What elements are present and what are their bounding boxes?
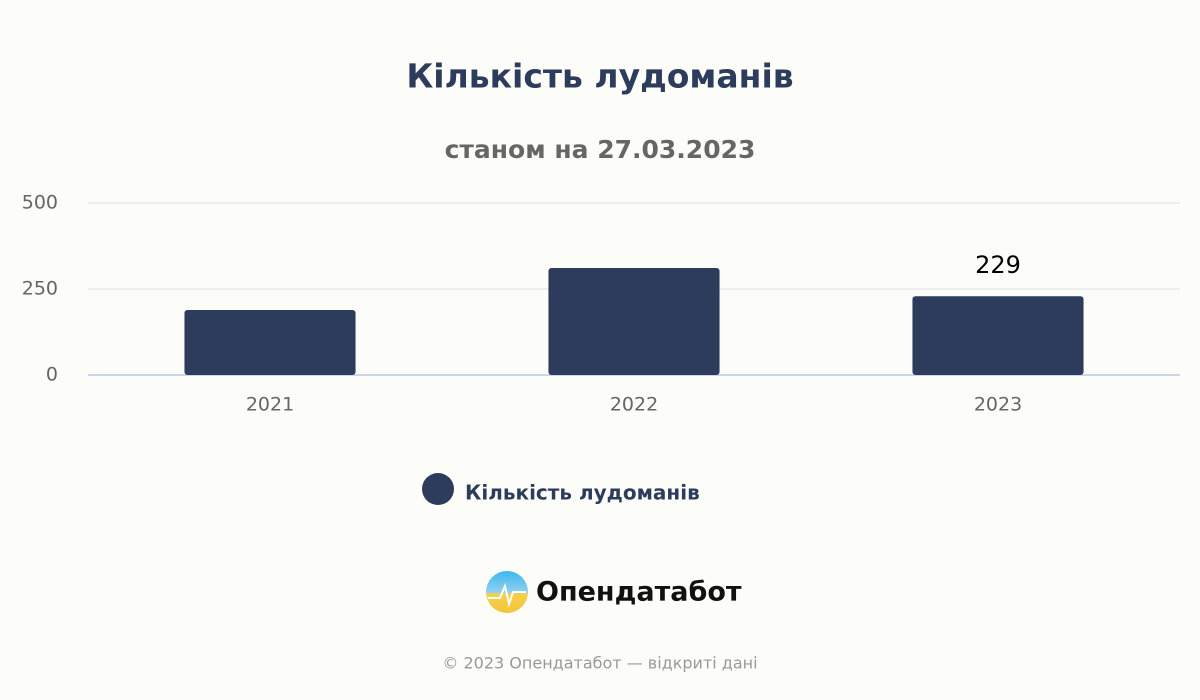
data-label: 229	[975, 251, 1021, 279]
bar	[548, 268, 720, 375]
logo-pulse	[488, 582, 526, 608]
chart-subtitle: станом на 27.03.2023	[445, 135, 756, 164]
x-tick-label: 2023	[974, 394, 1022, 416]
y-tick-label: 0	[46, 364, 58, 386]
bar	[912, 296, 1084, 375]
chart-title: Кількість лудоманів	[406, 57, 793, 96]
legend-marker	[422, 473, 454, 505]
y-tick-label: 250	[22, 278, 58, 300]
logo-text: Опендатабот	[536, 577, 742, 608]
legend-label: Кількість лудоманів	[465, 481, 700, 505]
x-tick-label: 2022	[610, 394, 658, 416]
footer: © 2023 Опендатабот — відкриті дані	[442, 654, 757, 673]
y-tick-label: 500	[22, 192, 58, 214]
bar	[184, 309, 356, 375]
x-tick-label: 2021	[246, 394, 294, 416]
